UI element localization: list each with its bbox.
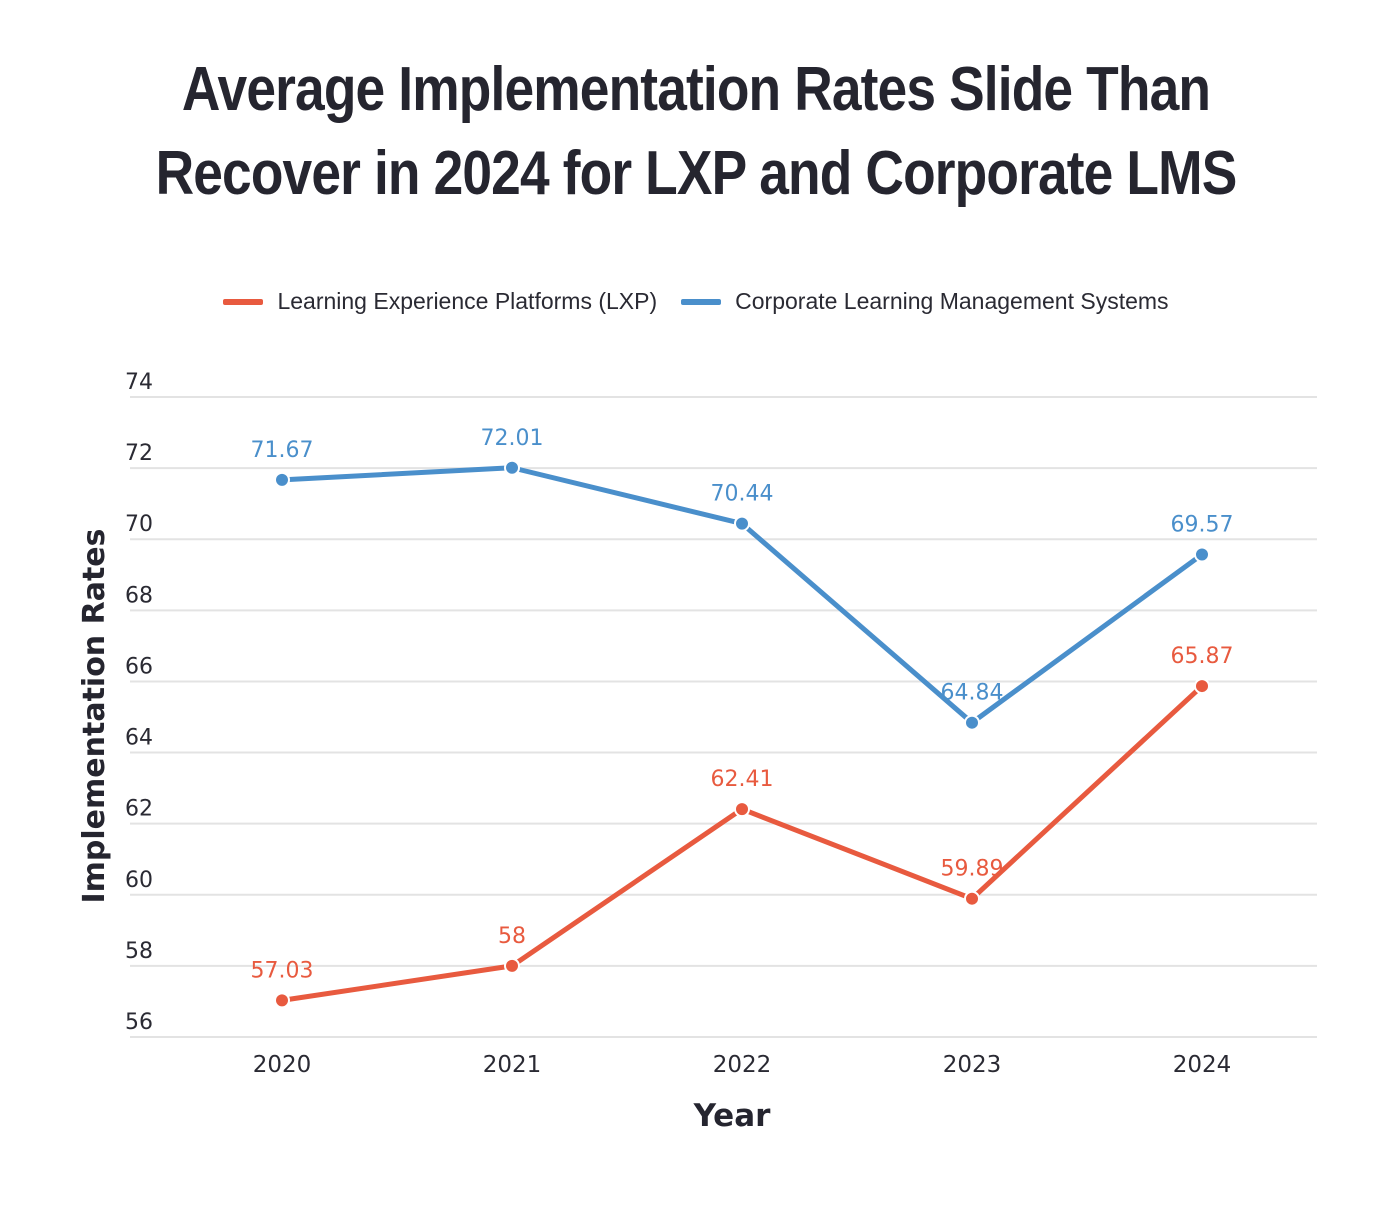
y-tick-label: 56 — [125, 1010, 153, 1035]
data-label: 72.01 — [481, 426, 544, 451]
y-tick-label: 68 — [125, 583, 153, 608]
chart-title: Average Implementation Rates Slide Than … — [155, 55, 1238, 208]
y-tick-label: 70 — [125, 512, 153, 537]
data-labels: 57.03 58 62.41 59.89 65.87 71.67 72.01 70.44 64.… — [251, 426, 1234, 984]
legend-label-lms: Corporate Learning Management Systems — [735, 288, 1169, 314]
x-axis-label: Year — [693, 1098, 772, 1134]
gridlines — [130, 396, 1317, 1038]
data-label: 58 — [498, 924, 526, 949]
data-point[interactable] — [964, 890, 980, 907]
legend-item-lxp[interactable]: Learning Experience Platforms (LXP) — [223, 288, 657, 315]
data-point[interactable] — [1194, 678, 1210, 695]
y-tick-label: 62 — [125, 797, 153, 822]
x-tick-label: 2024 — [1173, 1052, 1232, 1078]
data-label: 71.67 — [251, 438, 314, 463]
x-tick-label: 2023 — [943, 1052, 1002, 1078]
data-label: 69.57 — [1171, 513, 1234, 538]
y-tick-label: 66 — [125, 654, 153, 679]
series-line-0 — [281, 684, 1204, 1003]
series-lines — [281, 465, 1204, 1003]
x-axis-ticks: 2020 2021 2022 2023 2024 — [253, 1052, 1232, 1078]
legend-item-lms[interactable]: Corporate Learning Management Systems — [681, 288, 1169, 315]
data-point[interactable] — [734, 515, 750, 532]
data-label: 59.89 — [941, 857, 1004, 882]
x-tick-label: 2020 — [253, 1052, 312, 1078]
data-point[interactable] — [964, 714, 980, 731]
data-point[interactable] — [504, 957, 520, 974]
legend-swatch-lxp — [223, 298, 264, 305]
data-label: 64.84 — [941, 681, 1004, 706]
data-point[interactable] — [1194, 546, 1210, 563]
data-label: 57.03 — [251, 958, 314, 983]
y-axis-ticks: 56 58 60 62 64 66 68 70 72 74 — [125, 370, 153, 1035]
x-tick-label: 2021 — [483, 1052, 542, 1078]
data-label: 70.44 — [711, 482, 774, 507]
y-tick-label: 72 — [125, 441, 153, 466]
data-point[interactable] — [504, 459, 520, 476]
legend-swatch-lms — [681, 298, 722, 305]
data-point[interactable] — [274, 992, 290, 1009]
data-point[interactable] — [734, 801, 750, 818]
legend-label-lxp: Learning Experience Platforms (LXP) — [277, 288, 658, 314]
y-axis-label: Implementation Rates — [77, 529, 112, 904]
y-tick-label: 60 — [125, 868, 153, 893]
series-points — [274, 459, 1210, 1009]
data-label: 62.41 — [711, 767, 774, 792]
y-tick-label: 58 — [125, 939, 153, 964]
legend: Learning Experience Platforms (LXP) Corp… — [0, 288, 1392, 315]
y-tick-label: 64 — [125, 726, 153, 751]
data-point[interactable] — [274, 471, 290, 488]
x-tick-label: 2022 — [713, 1052, 772, 1078]
data-label: 65.87 — [1171, 644, 1234, 669]
y-tick-label: 74 — [125, 370, 153, 395]
